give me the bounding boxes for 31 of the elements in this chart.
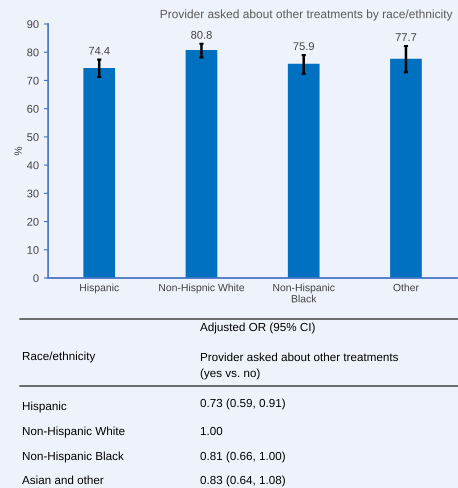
text: Asian and other [22,476,104,484]
y-tick-label: 50 [27,133,39,142]
text: Provider asked about other treatments (yes vs. no) [200,352,398,380]
y-tick-label: 30 [27,190,39,198]
y-tick-label: 80 [27,48,39,56]
y-tick-label: 90 [27,20,39,28]
chart-title: Provider asked about other treatments by race/ethnicity [160,9,453,21]
x-tick-label: Non-Hispnic White [159,284,244,294]
text: Non-Hispanic Black [22,452,124,462]
x-tick-label: Hispanic [80,284,119,294]
text: Adjusted OR (95% CI) [200,322,315,334]
y-axis-title: % [14,146,22,156]
data-label: 80.8 [191,30,212,39]
x-tick-label: Non-Hispanic Black [273,284,335,302]
y-tick-label: 10 [28,246,39,254]
y-tick-label: 40 [26,161,39,170]
x-tick-label: Other [393,284,419,292]
text: Hispanic [22,402,66,412]
y-tick-label: 0 [33,274,39,282]
text: Non-Hispanic White [22,426,125,438]
y-tick-label: 20 [27,218,39,226]
data-label: 77.7 [396,33,416,41]
text: 1.00 [200,426,222,436]
text: 0.81 (0.66, 1.00) [200,452,285,462]
data-label: 75.9 [293,42,314,50]
text: 0.73 (0.59, 0.91) [200,398,285,410]
data-label: 74.4 [88,46,110,54]
y-tick-label: 70 [27,76,39,85]
text: Race/ethnicity [22,352,96,362]
text: 0.83 (0.64, 1.08) [200,476,285,486]
y-tick-label: 60 [27,104,39,113]
